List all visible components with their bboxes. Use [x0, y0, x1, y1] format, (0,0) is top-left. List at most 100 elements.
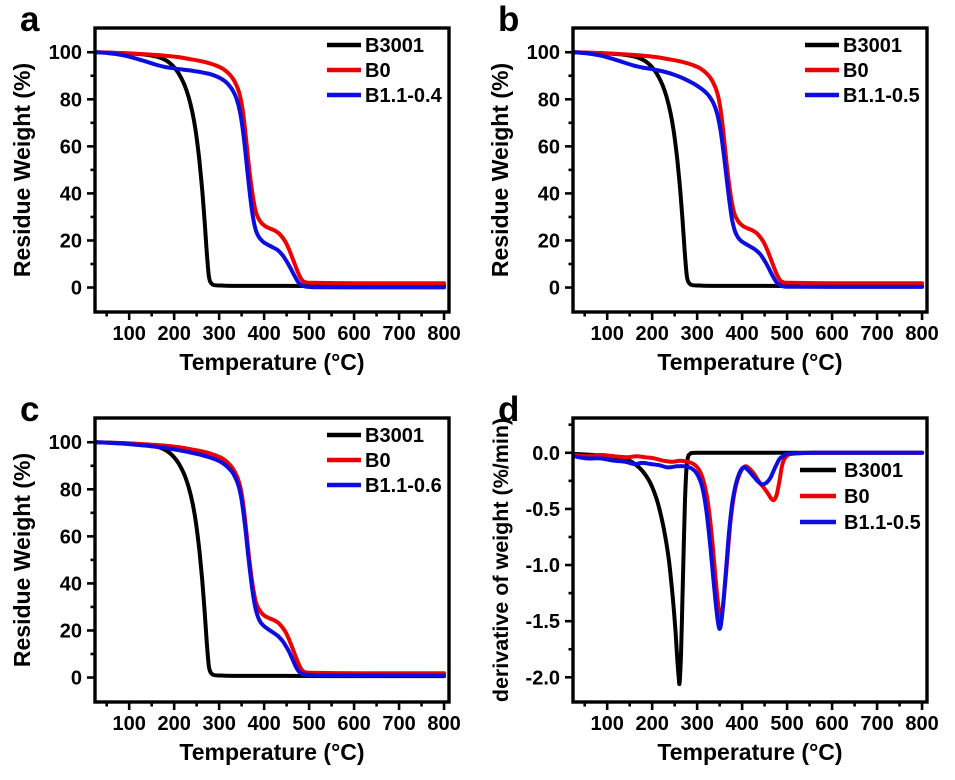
- curve-B1.1-0.5: [573, 50, 925, 289]
- tick-labels: 100 200 300 400 500 600 700 800 0 20 40 60 80 100: [527, 42, 939, 345]
- x-tick-label: 800: [427, 323, 460, 345]
- panel-letter-d: d: [498, 390, 520, 429]
- ticks: [565, 50, 924, 320]
- x-tick-label: 200: [157, 323, 190, 345]
- x-tick-label: 100: [112, 323, 145, 345]
- x-tick-label: 400: [247, 323, 280, 345]
- x-tick-label: 800: [427, 713, 460, 735]
- x-axis-label: Temperature (°C): [657, 739, 842, 765]
- legend-label-B3001: B3001: [365, 35, 424, 57]
- legend: B3001 B0 B1.1-0.5: [805, 35, 920, 107]
- x-tick-label: 500: [770, 323, 803, 345]
- y-tick-label: 0: [549, 278, 560, 300]
- y-tick-label: 0.0: [532, 443, 560, 465]
- y-tick-label: 40: [60, 573, 82, 595]
- axis-box: [571, 26, 929, 314]
- plot-c: 100 200 300 400 500 600 700 800 0 20 40 60 80 100 Temp…: [9, 416, 461, 765]
- y-tick-label: 20: [60, 230, 82, 252]
- legend-label-B3001: B3001: [843, 35, 902, 57]
- curve-B1.1-0.6: [95, 440, 447, 678]
- panel-letter-a: a: [20, 0, 40, 39]
- x-tick-label: 500: [292, 713, 325, 735]
- x-tick-label: 100: [112, 713, 145, 735]
- x-tick-label: 100: [590, 713, 623, 735]
- legend: B3001 B0 B1.1-0.4: [327, 35, 443, 107]
- x-tick-label: 500: [770, 713, 803, 735]
- curve-B1.1-0.4: [95, 50, 447, 290]
- legend-label-B1.1-0.6: B1.1-0.6: [365, 475, 442, 497]
- y-tick-label: 60: [538, 136, 560, 158]
- tick-labels: 100 200 300 400 500 600 700 800 0 20 40 60 80 100: [49, 432, 461, 735]
- x-tick-label: 100: [590, 323, 623, 345]
- ticks: [87, 440, 446, 710]
- curves: [95, 440, 447, 679]
- axis-box: [571, 416, 929, 704]
- axis-box: [93, 26, 451, 314]
- y-tick-label: 100: [527, 42, 560, 64]
- x-axis-label: Temperature (°C): [179, 349, 364, 375]
- legend-label-B1.1-0.5: B1.1-0.5: [844, 512, 921, 534]
- y-tick-label: 0: [71, 278, 82, 300]
- x-tick-label: 700: [860, 713, 893, 735]
- panel-c: c 100 200 300 400 500 600 700 800 0 20 40 60 80 100 Te…: [0, 390, 477, 780]
- y-tick-label: 0: [71, 668, 82, 690]
- curve-B1.1-0.5: [573, 450, 925, 631]
- x-tick-label: 300: [680, 713, 713, 735]
- y-tick-label: 20: [538, 230, 560, 252]
- legend-label-B0: B0: [365, 450, 391, 472]
- ticks: [565, 423, 924, 710]
- y-tick-label: -2.0: [526, 667, 560, 689]
- x-tick-label: 700: [382, 323, 415, 345]
- y-tick-label: -1.0: [526, 555, 560, 577]
- x-axis-label: Temperature (°C): [179, 739, 364, 765]
- x-tick-label: 200: [635, 323, 668, 345]
- curve-B0: [573, 50, 925, 286]
- y-tick-label: 80: [538, 89, 560, 111]
- legend-label-B3001: B3001: [844, 460, 903, 482]
- ticks: [87, 50, 446, 320]
- x-tick-label: 400: [725, 323, 758, 345]
- y-axis-label: derivative of weight (%/min): [489, 418, 513, 702]
- curves: [573, 450, 925, 687]
- legend-label-B0: B0: [365, 60, 391, 82]
- x-tick-label: 300: [202, 323, 235, 345]
- x-tick-label: 200: [635, 713, 668, 735]
- x-tick-label: 700: [860, 323, 893, 345]
- x-tick-label: 600: [815, 713, 848, 735]
- axis-box: [93, 416, 451, 704]
- y-tick-label: 100: [49, 432, 82, 454]
- x-tick-label: 200: [157, 713, 190, 735]
- x-tick-label: 600: [815, 323, 848, 345]
- x-tick-label: 500: [292, 323, 325, 345]
- tick-labels: 100 200 300 400 500 600 700 800 0 20 40 60 80 100: [49, 42, 461, 345]
- panel-d: d 100 200 300 400 500 600 700 800 0.0 -0.5 -1.0 -1.…: [478, 390, 955, 780]
- plot-a: 100 200 300 400 500 600 700 800 0 20 40 60 80 100 Temp…: [9, 26, 461, 375]
- legend-label-B0: B0: [843, 60, 869, 82]
- panel-b: b 100 200 300 400 500 600 700 800 0 20 40 60 80 100 Te…: [478, 0, 955, 390]
- panel-letter-c: c: [20, 390, 40, 429]
- plot-d: 100 200 300 400 500 600 700 800 0.0 -0.5 -1.0 -1.5 -…: [489, 416, 939, 765]
- y-tick-label: 60: [60, 136, 82, 158]
- x-tick-label: 800: [905, 713, 938, 735]
- y-tick-label: 20: [60, 620, 82, 642]
- y-tick-label: 60: [60, 526, 82, 548]
- panel-letter-b: b: [498, 0, 520, 39]
- y-tick-label: -1.5: [526, 611, 560, 633]
- y-tick-label: 100: [49, 42, 82, 64]
- x-tick-label: 700: [382, 713, 415, 735]
- y-tick-label: 40: [60, 183, 82, 205]
- plot-b: 100 200 300 400 500 600 700 800 0 20 40 60 80 100 Temp…: [487, 26, 939, 375]
- x-tick-label: 400: [247, 713, 280, 735]
- legend-label-B1.1-0.4: B1.1-0.4: [365, 85, 443, 107]
- y-tick-label: 40: [538, 183, 560, 205]
- legend-label-B1.1-0.5: B1.1-0.5: [843, 85, 920, 107]
- x-axis-label: Temperature (°C): [657, 349, 842, 375]
- y-axis-label: Residue Weight (%): [487, 63, 513, 277]
- y-axis-label: Residue Weight (%): [9, 453, 35, 667]
- legend-label-B3001: B3001: [365, 425, 424, 447]
- tick-labels: 100 200 300 400 500 600 700 800 0.0 -0.5 -1.0 -1.5 -…: [526, 443, 939, 735]
- legend: B3001 B0 B1.1-0.5: [800, 460, 921, 534]
- x-tick-label: 300: [680, 323, 713, 345]
- curve-B0: [95, 50, 447, 286]
